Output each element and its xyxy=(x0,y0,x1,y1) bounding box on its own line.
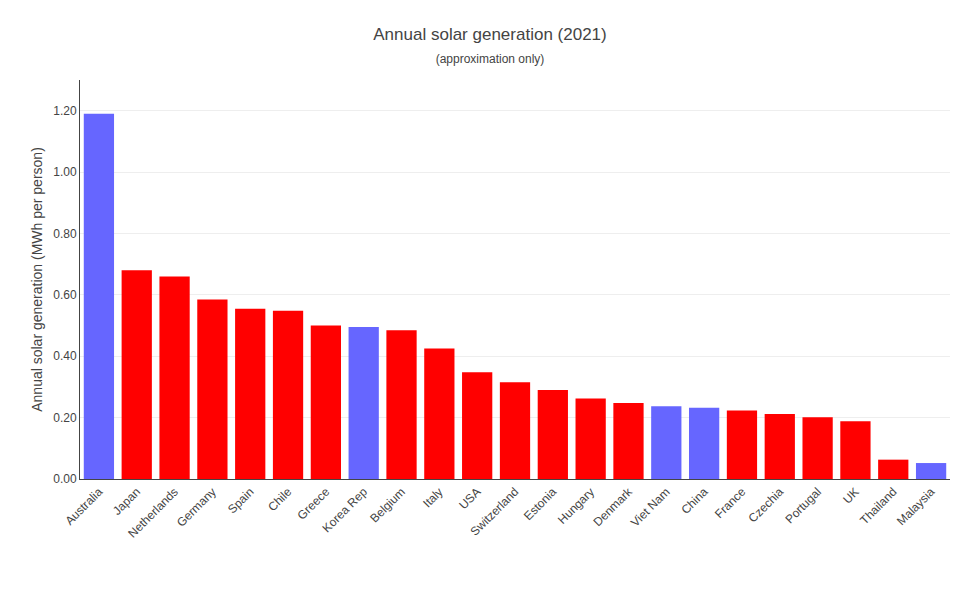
svg-text:Greece: Greece xyxy=(295,485,333,523)
svg-text:Germany: Germany xyxy=(174,485,219,530)
svg-text:Netherlands: Netherlands xyxy=(125,485,181,541)
svg-text:Switzerland: Switzerland xyxy=(468,485,522,539)
svg-text:Australia: Australia xyxy=(62,485,105,528)
svg-text:Denmark: Denmark xyxy=(591,484,636,529)
svg-text:Annual solar generation (MWh p: Annual solar generation (MWh per person) xyxy=(29,147,45,412)
svg-text:France: France xyxy=(712,485,749,522)
svg-text:1.20: 1.20 xyxy=(53,104,77,118)
svg-text:Korea Rep: Korea Rep xyxy=(320,485,371,536)
svg-text:USA: USA xyxy=(456,485,483,512)
svg-text:0.80: 0.80 xyxy=(53,227,77,241)
svg-text:Thailand: Thailand xyxy=(857,485,899,527)
svg-text:1.00: 1.00 xyxy=(53,165,77,179)
svg-text:Spain: Spain xyxy=(225,485,257,517)
svg-text:0.60: 0.60 xyxy=(53,288,77,302)
svg-text:Estonia: Estonia xyxy=(521,485,559,523)
svg-text:Japan: Japan xyxy=(110,485,143,518)
svg-text:Hungary: Hungary xyxy=(555,485,597,527)
svg-text:Belgium: Belgium xyxy=(367,485,408,526)
svg-text:UK: UK xyxy=(840,485,862,507)
svg-text:0.40: 0.40 xyxy=(53,349,77,363)
svg-text:0.00: 0.00 xyxy=(53,472,77,486)
svg-text:Portugal: Portugal xyxy=(782,485,824,527)
svg-text:Italy: Italy xyxy=(420,485,445,510)
svg-text:0.20: 0.20 xyxy=(53,411,77,425)
svg-text:(approximation only): (approximation only) xyxy=(436,52,545,66)
svg-text:China: China xyxy=(678,485,710,517)
svg-text:Czechia: Czechia xyxy=(746,485,787,526)
svg-text:Annual solar generation (2021): Annual solar generation (2021) xyxy=(373,25,606,44)
svg-text:Chile: Chile xyxy=(265,485,294,514)
svg-text:Malaysia: Malaysia xyxy=(894,485,938,529)
svg-text:Viet Nam: Viet Nam xyxy=(628,485,673,530)
